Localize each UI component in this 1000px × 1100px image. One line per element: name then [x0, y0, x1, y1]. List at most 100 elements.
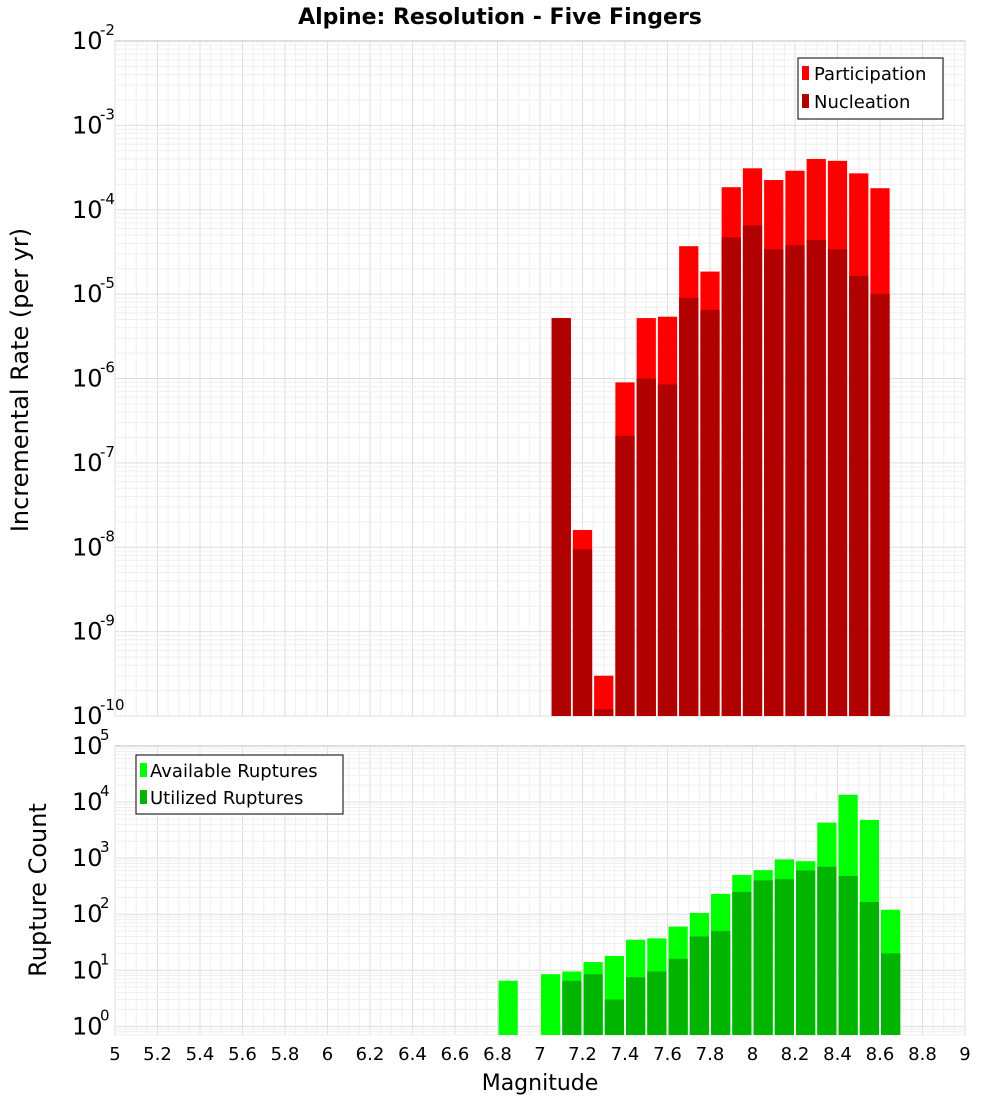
x-tick-label: 9 — [959, 1044, 970, 1065]
bar-utilized-ruptures — [626, 977, 646, 1035]
y-tick-base: 10 — [72, 196, 103, 224]
bar-utilized-ruptures — [668, 958, 688, 1035]
bar-utilized-ruptures — [796, 870, 816, 1035]
y-tick-exponent: -3 — [100, 105, 115, 123]
legend-swatch-available — [140, 763, 147, 777]
x-tick-label: 7.8 — [696, 1044, 725, 1065]
y-tick-base: 10 — [72, 788, 103, 816]
y-tick-exponent: -4 — [100, 190, 115, 208]
bar-utilized-ruptures — [647, 971, 667, 1035]
bottom-legend: Available Ruptures Utilized Ruptures — [135, 754, 344, 815]
x-tick-label: 5.8 — [271, 1044, 300, 1065]
y-tick-exponent: 3 — [100, 838, 110, 856]
y-tick-base: 10 — [72, 900, 103, 928]
y-tick-label: 10-4 — [72, 190, 115, 224]
bar-utilized-ruptures — [689, 936, 709, 1035]
y-tick-exponent: 0 — [100, 1006, 110, 1024]
x-tick-label: 6.4 — [398, 1044, 427, 1065]
bar-nucleation — [572, 549, 593, 716]
y-tick-exponent: -9 — [100, 612, 115, 630]
y-tick-label: 105 — [72, 726, 110, 760]
x-tick-label: 6 — [322, 1044, 333, 1065]
y-tick-base: 10 — [72, 844, 103, 872]
legend-swatch-utilized — [140, 790, 147, 804]
bar-utilized-ruptures — [604, 999, 624, 1035]
legend-swatch-nucleation — [802, 94, 809, 108]
bar-utilized-ruptures — [859, 901, 879, 1035]
legend-swatch-participation — [802, 66, 809, 80]
y-tick-label: 104 — [72, 782, 110, 816]
x-tick-label: 6.2 — [356, 1044, 385, 1065]
bar-nucleation — [870, 294, 890, 716]
bar-nucleation — [615, 435, 635, 716]
bar-nucleation — [721, 237, 741, 716]
y-tick-label: 10-3 — [72, 105, 115, 139]
y-tick-exponent: 5 — [100, 726, 110, 744]
y-tick-label: 10-2 — [72, 21, 115, 55]
y-tick-exponent: -8 — [100, 527, 115, 545]
bar-utilized-ruptures — [732, 891, 752, 1035]
legend-label-available: Available Ruptures — [150, 761, 318, 782]
y-tick-label: 10-9 — [72, 612, 115, 646]
y-tick-base: 10 — [72, 702, 103, 730]
bar-nucleation — [594, 709, 614, 716]
y-tick-base: 10 — [72, 533, 103, 561]
bottom-y-axis-label: Rupture Count — [24, 803, 52, 977]
y-tick-exponent: 4 — [100, 782, 110, 800]
y-tick-exponent: -5 — [100, 274, 115, 292]
bar-nucleation — [700, 309, 720, 716]
x-tick-label: 5.4 — [186, 1044, 215, 1065]
bar-nucleation — [657, 384, 678, 716]
y-tick-label: 103 — [72, 838, 110, 872]
bar-utilized-ruptures — [881, 953, 901, 1035]
y-tick-label: 10-10 — [72, 696, 125, 730]
y-tick-label: 101 — [72, 950, 110, 984]
y-tick-base: 10 — [72, 732, 103, 760]
x-tick-label: 7 — [534, 1044, 545, 1065]
bar-nucleation — [785, 245, 805, 717]
bar-utilized-ruptures — [711, 931, 731, 1035]
top-y-axis-label: Incremental Rate (per yr) — [6, 228, 34, 532]
bottom-x-ticks: 5 5.2 5.4 5.6 5.8 6 6.2 6.4 6.6 6.8 7 7.2 7.4 7.6 7.8 8… — [109, 1044, 970, 1065]
top-bars — [551, 158, 890, 717]
y-tick-label: 10-8 — [72, 527, 115, 561]
bar-nucleation — [742, 225, 763, 716]
bar-utilized-ruptures — [562, 980, 582, 1035]
x-tick-label: 5 — [109, 1044, 120, 1065]
bar-nucleation — [827, 249, 848, 716]
bar-nucleation — [679, 297, 699, 716]
bar-utilized-ruptures — [838, 875, 858, 1035]
bar-nucleation — [551, 318, 571, 716]
bar-available-ruptures — [541, 974, 561, 1035]
legend-label-nucleation: Nucleation — [814, 92, 910, 113]
x-axis-label: Magnitude — [482, 1071, 599, 1096]
y-tick-label: 10-7 — [72, 443, 115, 477]
x-tick-label: 8.6 — [866, 1044, 895, 1065]
top-panel: 10-210-310-410-510-610-710-810-910-10 In… — [6, 21, 966, 730]
y-tick-exponent: -2 — [100, 21, 115, 39]
chart-title: Alpine: Resolution - Five Fingers — [298, 5, 702, 30]
top-y-ticks: 10-210-310-410-510-610-710-810-910-10 — [72, 21, 125, 730]
legend-label-utilized: Utilized Ruptures — [150, 788, 303, 809]
y-tick-base: 10 — [72, 111, 103, 139]
bar-utilized-ruptures — [583, 974, 603, 1035]
x-tick-label: 7.2 — [568, 1044, 597, 1065]
bar-nucleation — [764, 249, 784, 716]
x-tick-label: 8.2 — [781, 1044, 810, 1065]
y-tick-exponent: 1 — [100, 950, 110, 968]
bar-participation — [594, 675, 614, 716]
top-legend: Participation Nucleation — [797, 57, 944, 120]
y-tick-label: 102 — [72, 894, 110, 928]
bar-nucleation — [806, 239, 826, 716]
x-tick-label: 6.6 — [441, 1044, 470, 1065]
top-legend-box — [797, 57, 944, 120]
bar-available-ruptures — [498, 980, 518, 1035]
legend-label-participation: Participation — [814, 64, 926, 85]
y-tick-label: 10-6 — [72, 359, 115, 393]
y-tick-exponent: -6 — [100, 359, 115, 377]
x-tick-label: 5.6 — [228, 1044, 257, 1065]
x-tick-label: 7.4 — [611, 1044, 640, 1065]
